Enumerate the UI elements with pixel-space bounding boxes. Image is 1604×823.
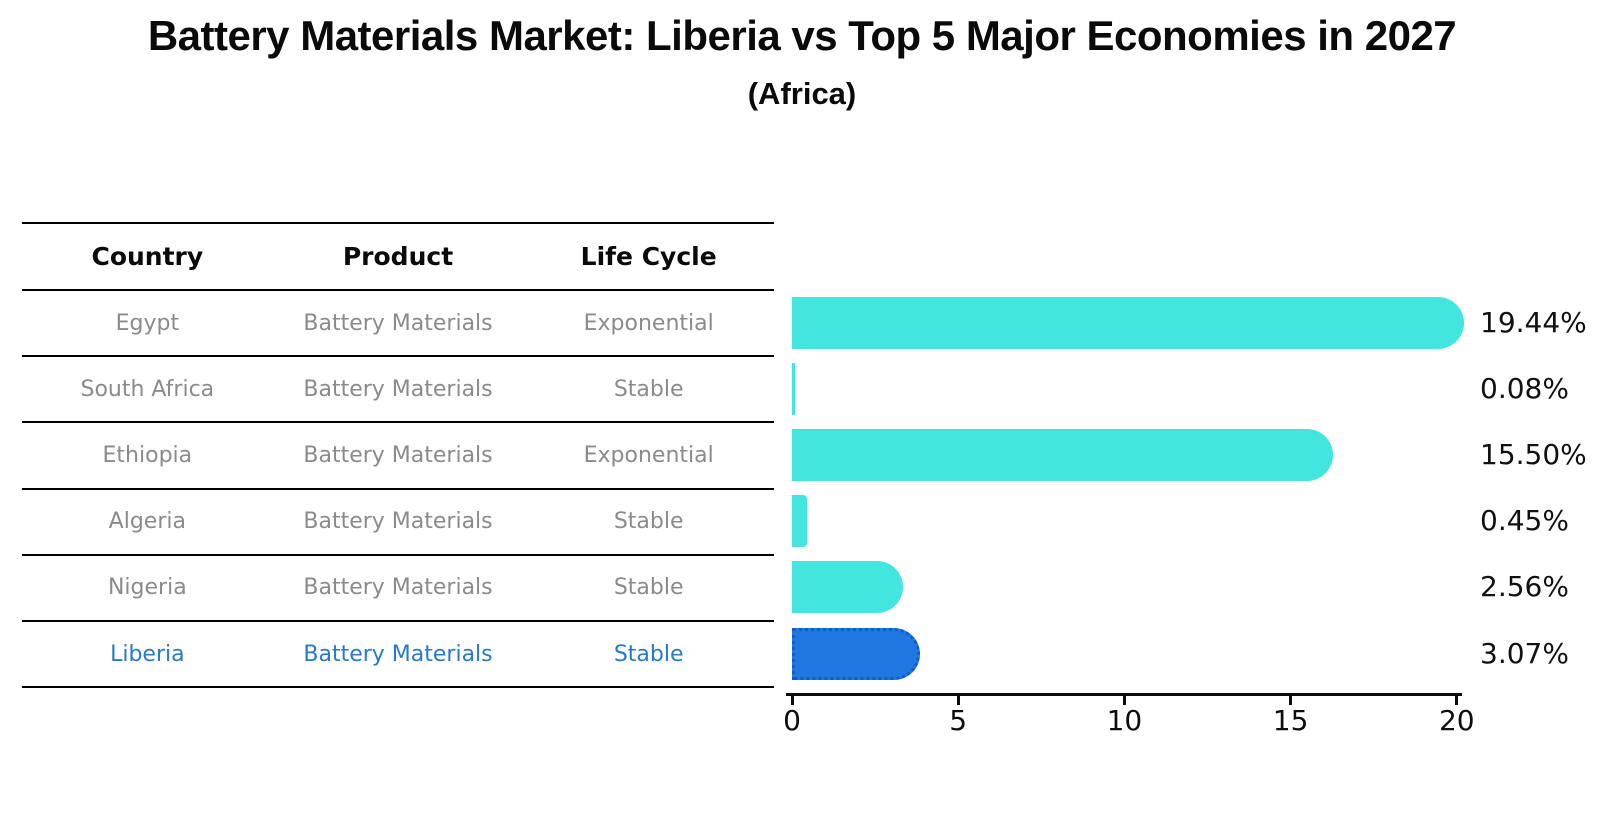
table-cell-country: Ethiopia — [102, 442, 193, 468]
table-row-ethiopia: Ethiopia Battery Materials Exponential — [22, 423, 774, 490]
table-cell-country: Egypt — [115, 310, 180, 336]
table-cell-life-cycle: Exponential — [583, 310, 714, 336]
table-cell-life-cycle: Stable — [613, 376, 684, 402]
x-axis-tick — [1122, 696, 1126, 705]
table-cell-product: Battery Materials — [303, 376, 493, 402]
table-header-cell-country: Country — [91, 242, 204, 271]
x-axis-tick-label: 5 — [949, 704, 968, 737]
table-cell-product: Battery Materials — [303, 641, 493, 667]
x-axis-tick — [956, 696, 960, 705]
value-label-egypt: 19.44% — [1480, 305, 1587, 339]
x-axis-tick — [1455, 696, 1459, 705]
table-cell-life-cycle: Exponential — [583, 442, 714, 468]
value-label-nigeria: 2.56% — [1480, 570, 1569, 604]
chart-subtitle: (Africa) — [747, 76, 857, 111]
table-cell-country: Algeria — [108, 509, 186, 535]
x-axis-tick — [1289, 696, 1293, 705]
bar-nigeria — [792, 561, 903, 614]
bar-egypt — [792, 296, 1464, 349]
value-label-algeria: 0.45% — [1480, 504, 1569, 538]
x-axis-tick-label: 15 — [1272, 704, 1309, 737]
comparison-table: Country Product Life Cycle Egypt Battery Mat… — [22, 222, 774, 689]
x-axis-tick-label: 10 — [1106, 704, 1143, 737]
table-header-cell-life-cycle: Life Cycle — [580, 242, 717, 271]
table-header-cell-product: Product — [342, 242, 454, 271]
table-cell-life-cycle: Stable — [613, 509, 684, 535]
x-axis-tick-label: 20 — [1438, 704, 1475, 737]
bar-algeria — [792, 495, 807, 548]
x-axis-tick-label: 0 — [783, 704, 801, 737]
bar-ethiopia — [792, 428, 1333, 481]
value-label-liberia: 3.07% — [1480, 636, 1569, 670]
x-axis-line — [786, 693, 1462, 696]
bar-liberia — [792, 627, 920, 680]
table-cell-product: Battery Materials — [303, 509, 493, 535]
table-row-egypt: Egypt Battery Materials Exponential — [22, 291, 774, 358]
table-row-liberia: Liberia Battery Materials Stable — [22, 622, 774, 689]
table-cell-life-cycle: Stable — [613, 575, 684, 601]
table-row-algeria: Algeria Battery Materials Stable — [22, 490, 774, 556]
table-cell-country: Liberia — [110, 641, 185, 667]
table-cell-product: Battery Materials — [303, 442, 493, 468]
table-cell-life-cycle: Stable — [613, 641, 684, 667]
table-cell-product: Battery Materials — [303, 575, 493, 601]
chart-title: Battery Materials Market: Liberia vs Top… — [147, 12, 1457, 59]
bar-south-africa — [792, 362, 795, 415]
table-cell-country: South Africa — [80, 376, 215, 402]
table-cell-product: Battery Materials — [303, 310, 493, 336]
value-label-ethiopia: 15.50% — [1480, 437, 1587, 471]
value-label-south-africa: 0.08% — [1480, 371, 1569, 405]
table-header-row: Country Product Life Cycle — [22, 224, 774, 291]
table-cell-country: Nigeria — [107, 575, 187, 601]
table-row-south-africa: South Africa Battery Materials Stable — [22, 357, 774, 424]
x-axis-tick — [790, 696, 794, 705]
table-row-nigeria: Nigeria Battery Materials Stable — [22, 556, 774, 622]
